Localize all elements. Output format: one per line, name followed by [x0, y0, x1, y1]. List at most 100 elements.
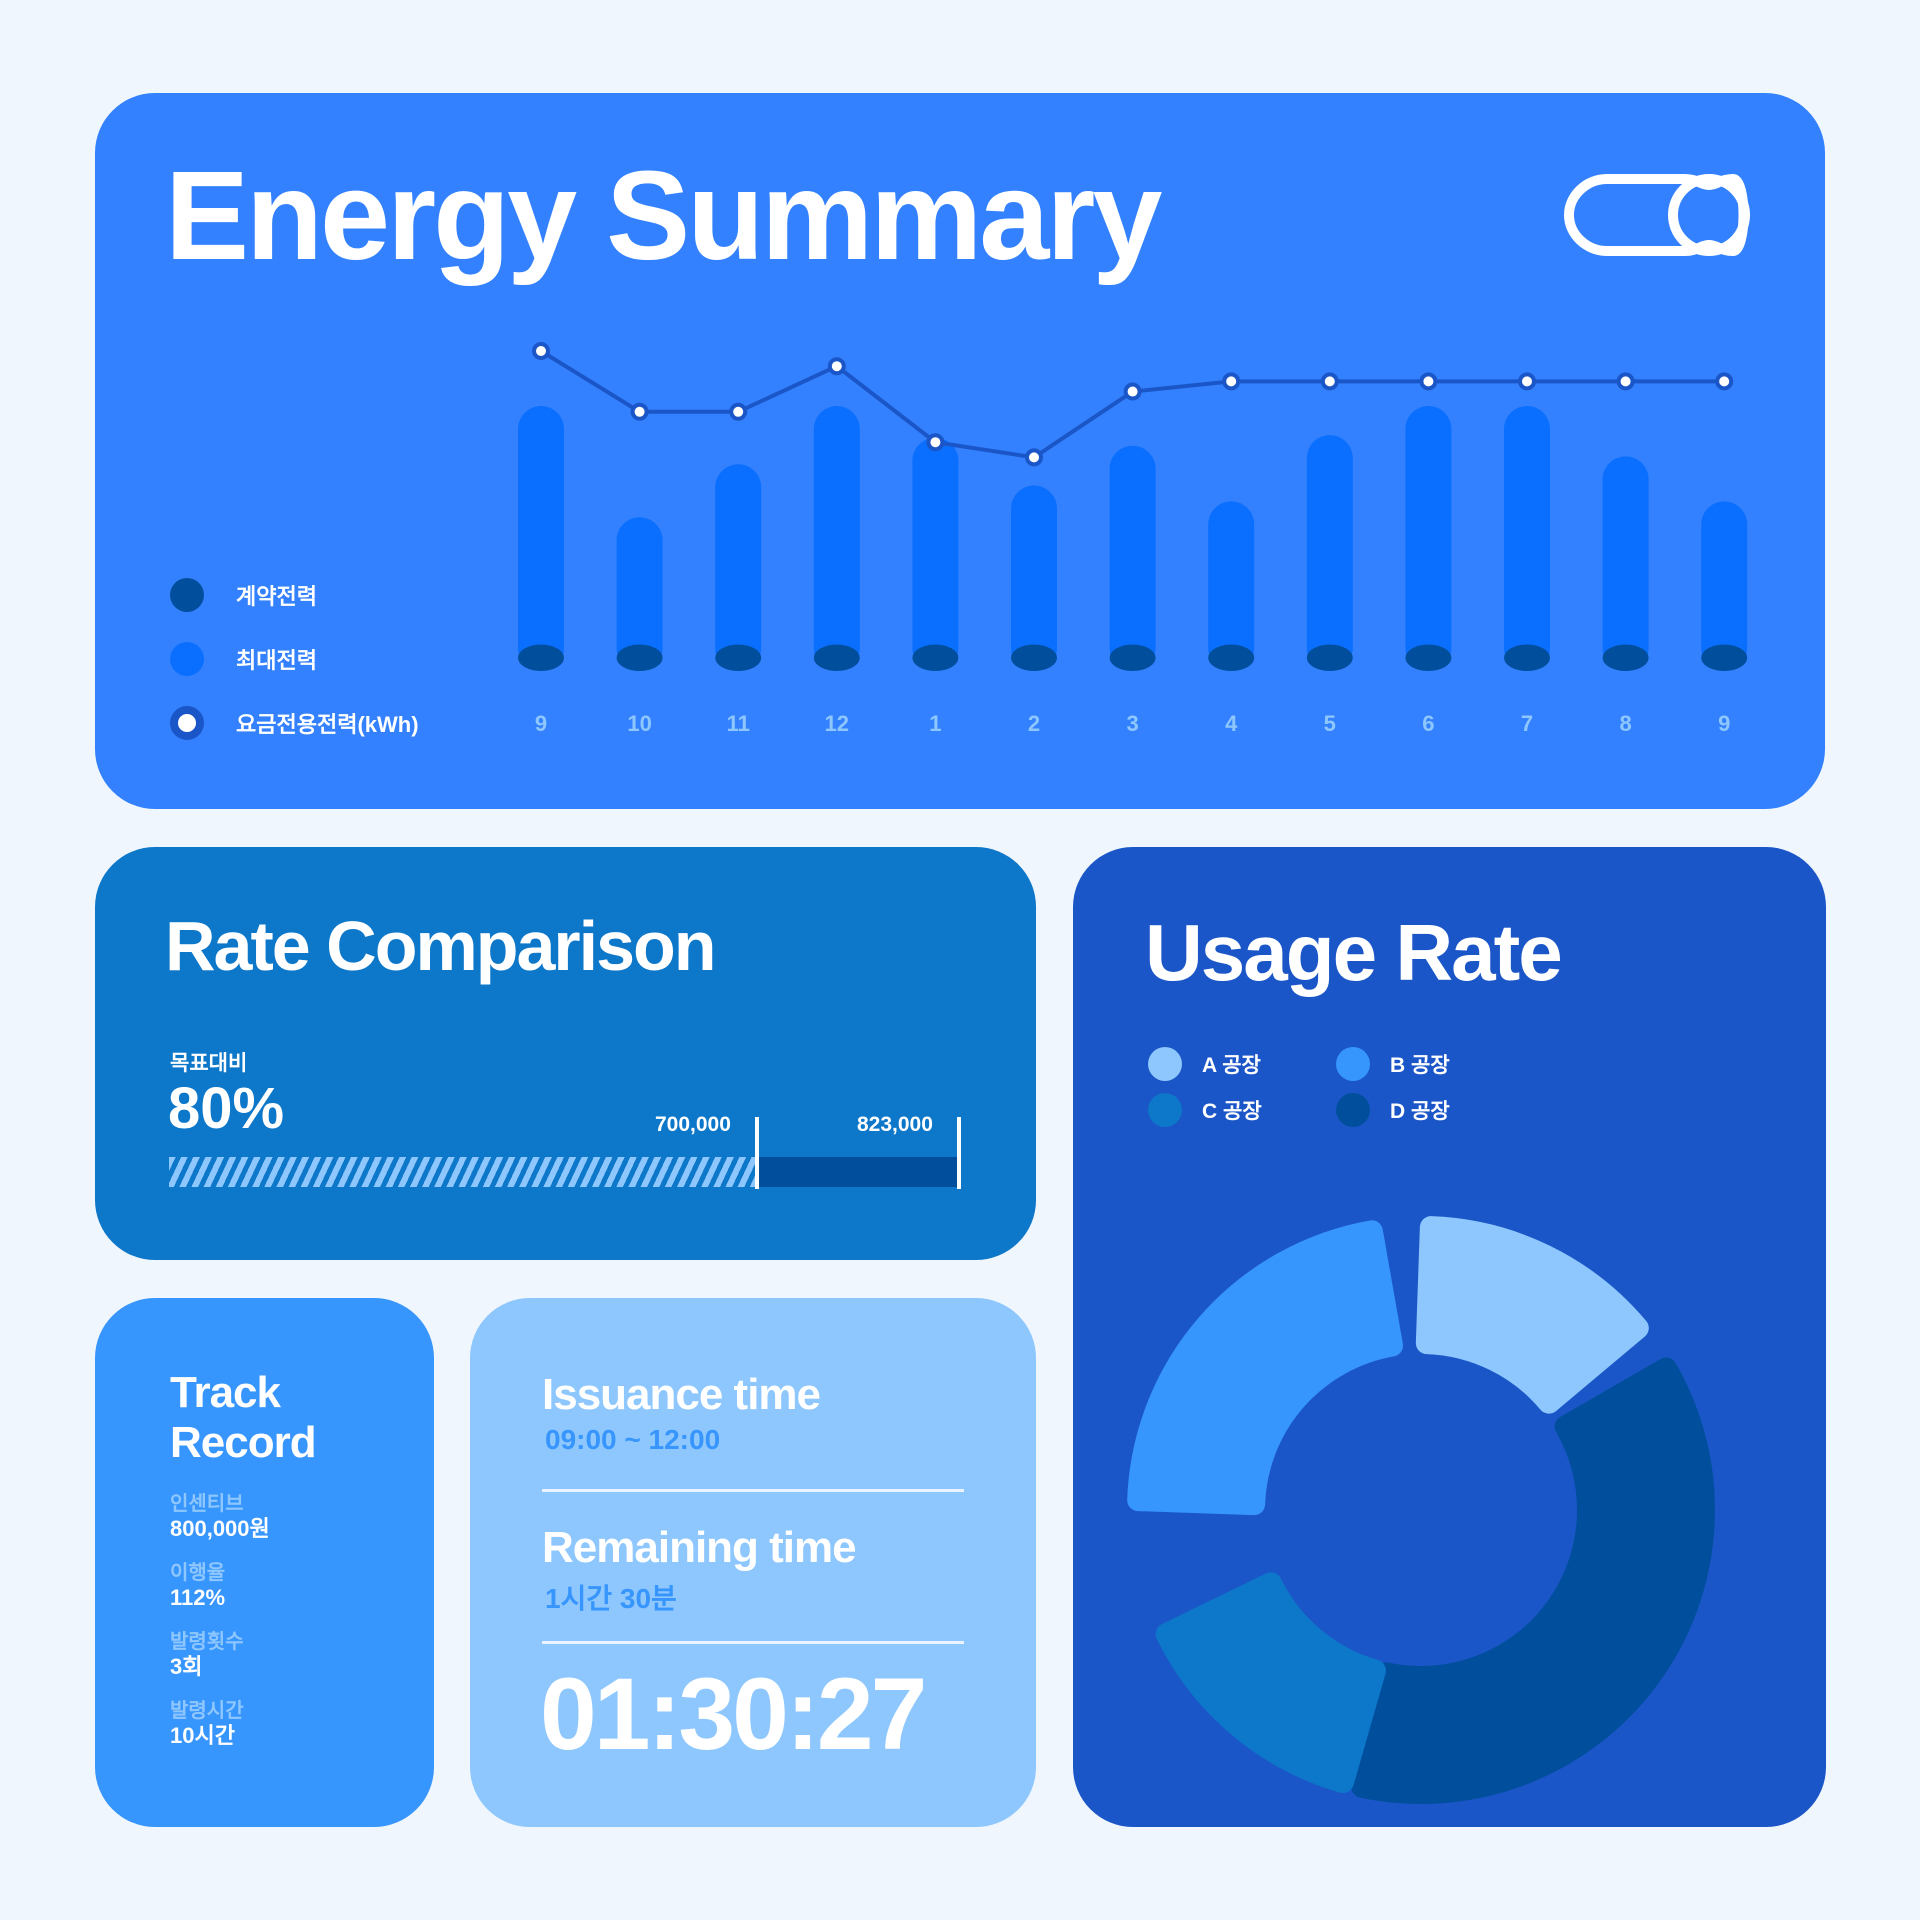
usage-legend: A 공장 B 공장 C 공장 D 공장: [1148, 1047, 1488, 1127]
billing-point-9: [1419, 372, 1438, 391]
billing-point-6: [1123, 382, 1142, 401]
stat-issue-count-value: 3회: [170, 1654, 203, 1679]
legend-label-a: A 공장: [1202, 1054, 1261, 1077]
stat-issue-hours: 발령시간 10시간: [170, 1699, 244, 1749]
legend-label-contract: 계약전력: [236, 584, 317, 609]
bar-contract-9: [1405, 644, 1452, 671]
billing-point-10: [1518, 372, 1536, 391]
x-tick-label: 8: [1619, 711, 1631, 736]
max-marker: [957, 1117, 961, 1189]
legend-dot-d: [1336, 1093, 1370, 1127]
legend-dot-billing: [170, 706, 204, 740]
x-tick-label: 10: [627, 711, 651, 736]
legend-label-billing: 요금전용전력(kWh): [236, 712, 419, 737]
bar-contract-5: [1011, 644, 1057, 671]
bar-contract-3: [813, 644, 860, 671]
issuance-time-value: 09:00 ~ 12:00: [545, 1424, 721, 1455]
usage-rate-title: Usage Rate: [1145, 908, 1563, 997]
x-tick-label: 2: [1028, 711, 1040, 736]
billing-point-11: [1616, 372, 1635, 391]
bar-contract-7: [1208, 644, 1255, 671]
energy-summary-card: Energy Summary 9 10 11 12 1 2 3 4 5 6 7 8 9 계약전력 최대전…: [95, 93, 1825, 809]
legend-label-peak: 최대전력: [236, 648, 317, 673]
bar-peak-7: [1208, 501, 1255, 671]
billing-point-8: [1320, 372, 1339, 391]
donut-slice-d: [1351, 1357, 1715, 1804]
donut-slice-b: [1127, 1220, 1404, 1516]
x-tick-label: 6: [1422, 711, 1434, 736]
countdown-timer: 01:30:27: [540, 1657, 927, 1771]
logo-icon: [1564, 174, 1750, 256]
target-ratio-percent: 80%: [168, 1076, 285, 1141]
x-tick-label: 3: [1126, 711, 1138, 736]
billing-point-3: [827, 357, 846, 376]
billing-point-4: [926, 433, 945, 452]
donut-slice-c: [1155, 1572, 1386, 1794]
target-value: 700,000: [655, 1113, 731, 1136]
bar-contract-4: [912, 644, 959, 671]
energy-chart: 9 10 11 12 1 2 3 4 5 6 7 8 9: [518, 342, 1748, 736]
x-tick-label: 9: [1718, 711, 1730, 736]
legend-label-d: D 공장: [1390, 1100, 1450, 1123]
bar-contract-11: [1602, 644, 1649, 671]
rate-progress-bar: [169, 1117, 961, 1189]
x-tick-label: 5: [1324, 711, 1336, 736]
donut-slice-a: [1415, 1216, 1649, 1414]
bar-contract-12: [1701, 644, 1748, 671]
bar-contract-1: [616, 644, 663, 671]
divider: [542, 1641, 964, 1644]
stat-issue-count: 발령횟수 3회: [170, 1630, 244, 1680]
bar-contract-0: [518, 644, 564, 671]
legend-item-contract: 계약전력: [170, 563, 419, 627]
bar-peak-10: [1504, 406, 1550, 671]
bar-peak-6: [1109, 445, 1156, 671]
legend-label-b: B 공장: [1390, 1054, 1450, 1077]
x-tick-label: 11: [727, 711, 750, 736]
remaining-time-value: 1시간 30분: [545, 1583, 677, 1614]
bar-peak-12: [1701, 501, 1748, 671]
x-tick-label: 7: [1521, 711, 1533, 736]
track-record-card: Track Record 인센티브 800,000원 이행율 112% 발령횟수…: [95, 1298, 434, 1827]
bar-peak-2: [715, 464, 762, 671]
billing-point-12: [1715, 372, 1734, 391]
stat-incentive-value: 800,000원: [170, 1516, 270, 1541]
bar-peak-3: [813, 406, 860, 671]
track-record-title-line2: Record: [170, 1418, 317, 1467]
legend-dot-a: [1148, 1047, 1182, 1081]
bar-peak-5: [1011, 485, 1057, 671]
track-record-title: Track Record: [170, 1368, 317, 1468]
x-tick-label: 12: [825, 711, 849, 736]
bar-contract-2: [715, 644, 762, 671]
legend-dot-c: [1148, 1093, 1182, 1127]
stat-issue-hours-value: 10시간: [170, 1723, 235, 1748]
legend-item-billing: 요금전용전력(kWh): [170, 691, 419, 755]
remaining-time-label: Remaining time: [542, 1523, 857, 1572]
stat-fulfillment-value: 112%: [170, 1585, 226, 1610]
stat-issue-hours-label: 발령시간: [170, 1700, 244, 1722]
usage-rate-card: Usage Rate A 공장 B 공장 C 공장 D 공장: [1073, 847, 1826, 1827]
max-value: 823,000: [857, 1113, 933, 1136]
x-tick-label: 1: [929, 711, 941, 736]
legend-item-d: D 공장: [1336, 1093, 1524, 1127]
legend-item-c: C 공장: [1148, 1093, 1336, 1127]
stat-fulfillment: 이행율 112%: [170, 1561, 225, 1611]
issuance-time-label: Issuance time: [542, 1370, 821, 1419]
x-tick-label: 9: [535, 711, 547, 736]
stat-incentive: 인센티브 800,000원: [170, 1492, 270, 1542]
stat-issue-count-label: 발령횟수: [170, 1631, 244, 1653]
stat-fulfillment-label: 이행율: [170, 1562, 226, 1584]
bar-peak-1: [616, 517, 663, 671]
bar-peak-4: [912, 437, 959, 671]
track-record-title-line1: Track: [170, 1368, 281, 1417]
bar-peak-11: [1602, 456, 1649, 671]
bar-contract-8: [1306, 644, 1353, 671]
legend-item-b: B 공장: [1336, 1047, 1524, 1081]
bar-contract-6: [1109, 644, 1156, 671]
rate-comparison-title: Rate Comparison: [165, 907, 717, 985]
target-ratio-label: 목표대비: [170, 1052, 248, 1075]
billing-point-7: [1222, 372, 1241, 391]
bar-peak-0: [518, 406, 564, 671]
x-tick-label: 4: [1225, 711, 1238, 736]
bar-peak-8: [1306, 435, 1353, 671]
legend-item-a: A 공장: [1148, 1047, 1336, 1081]
